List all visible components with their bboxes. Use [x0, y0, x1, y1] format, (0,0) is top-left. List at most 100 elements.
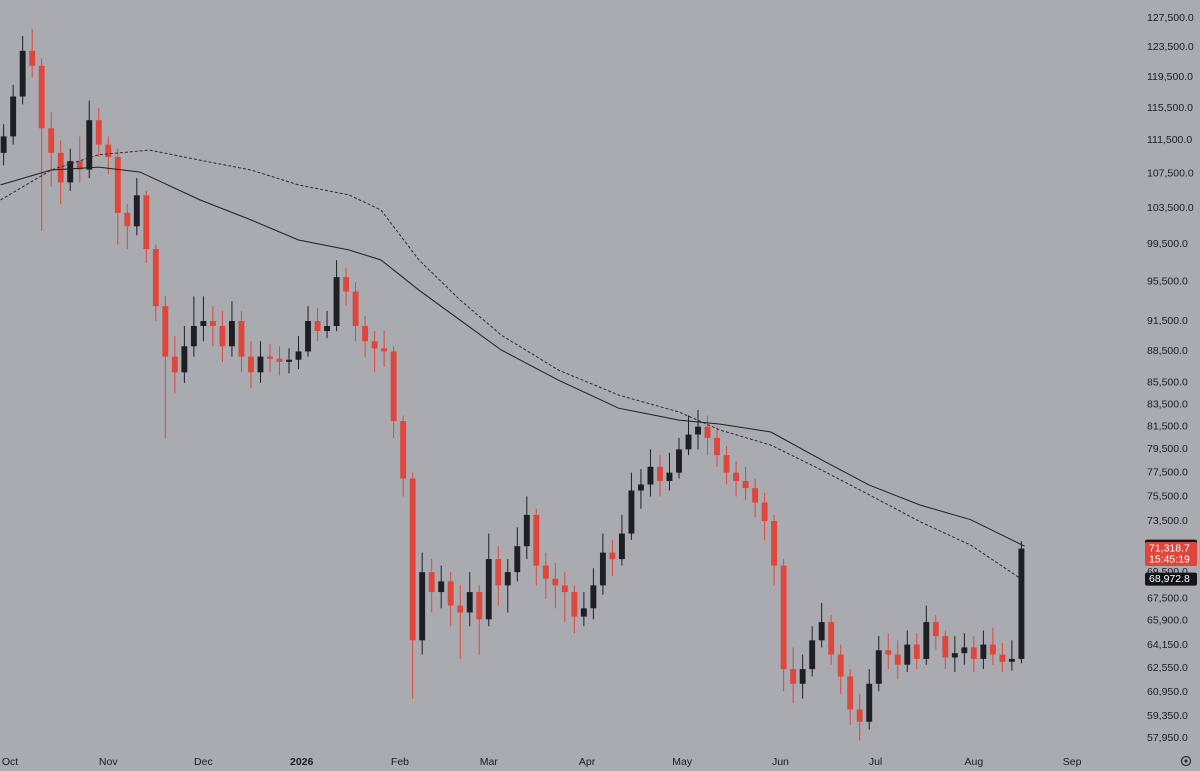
candle-body: [352, 291, 359, 326]
candle-body: [38, 65, 45, 129]
y-tick-label: 83,500.0: [1147, 398, 1188, 410]
y-tick-label: 64,150.0: [1147, 639, 1188, 651]
settings-icon[interactable]: [1180, 755, 1192, 767]
candle-body: [67, 161, 74, 183]
candle-body: [818, 622, 825, 641]
candle-body: [951, 653, 958, 658]
price-tag-label: 71,318.7: [1149, 543, 1190, 555]
y-tick-label: 119,500.0: [1147, 71, 1193, 83]
y-tick-label: 115,500.0: [1147, 102, 1193, 114]
candle-body: [286, 359, 292, 362]
candle-body: [314, 320, 321, 332]
y-tick-label: 60,950.0: [1147, 686, 1188, 698]
candle-body: [609, 552, 616, 560]
candle-body: [152, 249, 159, 307]
price-tag: [1145, 542, 1197, 567]
candle-body: [628, 490, 635, 534]
candle-body: [970, 647, 977, 659]
price-tag-countdown: 15:45:19: [1149, 553, 1190, 565]
y-tick-label: 59,350.0: [1147, 710, 1188, 722]
candle-body: [133, 195, 140, 227]
y-tick-label: 57,950.0: [1147, 732, 1188, 744]
candle-body: [894, 654, 901, 665]
price-tag: [1145, 572, 1197, 586]
candle-body: [400, 421, 407, 479]
candle-body: [752, 488, 759, 503]
candle-body: [799, 669, 806, 684]
candle-body: [666, 472, 673, 481]
candle-body: [961, 647, 968, 654]
candle-body: [29, 50, 36, 66]
x-tick-label: Jun: [772, 756, 789, 768]
candle-body: [238, 320, 245, 357]
candle-body: [438, 581, 445, 593]
candle-body: [504, 572, 511, 586]
candle-body: [828, 622, 835, 655]
candle-body: [904, 644, 911, 665]
candle-body: [324, 325, 330, 332]
candle-body: [447, 581, 454, 606]
candle-body: [114, 156, 121, 213]
y-tick-label: 77,500.0: [1147, 466, 1188, 478]
y-tick-label: 73,500.0: [1147, 515, 1188, 527]
candle-body: [305, 320, 311, 352]
x-tick-label: May: [672, 756, 693, 768]
candle-body: [647, 466, 654, 485]
candle-body: [162, 306, 169, 357]
y-tick-label: 91,500.0: [1147, 315, 1188, 327]
candle-body: [171, 356, 178, 373]
y-tick-label: 85,500.0: [1147, 377, 1188, 389]
y-tick-label: 79,500.0: [1147, 443, 1188, 455]
candle-body: [1008, 658, 1015, 662]
y-tick-label: 123,500.0: [1147, 41, 1194, 53]
candle-body: [856, 709, 863, 722]
candle-body: [48, 128, 55, 153]
settings-ring: [1180, 755, 1192, 767]
candle-body: [913, 644, 920, 659]
candle-body: [618, 533, 625, 560]
candle-body: [685, 434, 692, 450]
candle-body: [637, 484, 644, 491]
candle-body: [10, 96, 17, 137]
candle-body: [542, 565, 549, 579]
candle-body: [837, 654, 844, 677]
candle-body: [780, 565, 787, 670]
moving-average-line: [0, 166, 1025, 547]
candle-body: [295, 351, 302, 360]
candle-body: [847, 676, 854, 710]
candle-body: [267, 356, 273, 359]
candle-body: [657, 466, 663, 481]
y-tick-label: 62,550.0: [1147, 662, 1188, 674]
x-tick-label: Feb: [391, 756, 409, 768]
candle-body: [676, 449, 682, 473]
settings-dot: [1184, 759, 1188, 763]
candle-body: [742, 480, 749, 489]
candle-body: [989, 644, 996, 655]
candle-body: [1018, 548, 1025, 659]
candle-body: [885, 650, 892, 655]
candle-body: [999, 654, 1006, 662]
y-tick-label: 67,500.0: [1147, 593, 1188, 605]
candle-body: [457, 605, 464, 613]
candle-body: [942, 636, 949, 658]
candle-body: [599, 552, 606, 586]
candle-body: [733, 472, 740, 481]
candle-body: [466, 592, 473, 613]
candle-body: [866, 683, 873, 722]
y-tick-label: 65,900.0: [1147, 614, 1188, 626]
candle-body: [590, 585, 597, 609]
x-tick-label: Sep: [1063, 756, 1082, 768]
y-tick-label: 99,500.0: [1147, 238, 1188, 250]
candle-body: [533, 514, 540, 566]
candle-body: [428, 572, 435, 593]
candle-body: [209, 320, 216, 326]
price-tag-label: 68,972.8: [1149, 573, 1190, 585]
candle-body: [695, 426, 701, 435]
candle-body: [571, 592, 578, 617]
candle-body: [495, 559, 502, 586]
candle-body: [980, 644, 987, 659]
candle-body: [476, 592, 483, 620]
candle-body: [371, 341, 378, 349]
